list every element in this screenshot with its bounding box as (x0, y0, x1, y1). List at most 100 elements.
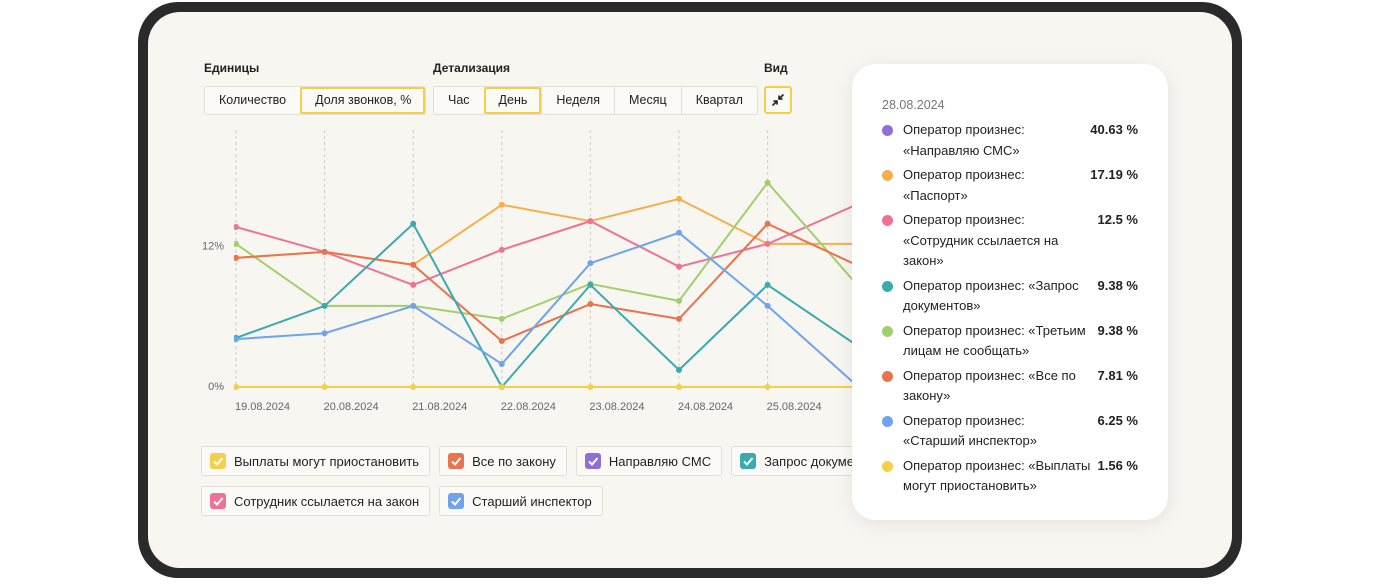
check-mark (451, 497, 462, 506)
item-text-line: Оператор произнес: «Выплаты (903, 457, 1091, 473)
data-point (676, 297, 682, 304)
option-button[interactable]: Месяц (614, 87, 681, 114)
data-point (234, 384, 239, 390)
option-button[interactable]: Количество (219, 93, 287, 107)
data-point (764, 220, 771, 227)
data-point (410, 281, 417, 288)
data-point (321, 384, 328, 390)
tooltip-item: Оператор произнес: «Выплаты могут приоста… (882, 456, 1138, 497)
check-mark (213, 497, 224, 506)
x-tick-label: 19.08.2024 (235, 401, 290, 413)
color-dot (882, 325, 893, 337)
legend-item[interactable]: Выплаты могут приостановить (201, 446, 431, 476)
data-point (587, 218, 594, 225)
checkbox-box (210, 493, 226, 509)
check-mark (588, 457, 599, 466)
data-point (498, 360, 505, 367)
item-text-line: документов» (903, 298, 981, 313)
collapse-icon (772, 94, 784, 106)
tooltip-item: Оператор произнес: «Паспорт» 17.19 % (882, 165, 1138, 206)
item-text-line: «Старший инспектор» (903, 433, 1037, 448)
data-point (410, 261, 417, 268)
data-point (498, 201, 505, 208)
data-point (587, 384, 594, 390)
data-point (764, 281, 771, 288)
legend-checkbox (210, 493, 226, 509)
option-button[interactable]: Час (448, 93, 470, 107)
plot: 19.08.2024 20.08.2024 21.08.2024 22.08.2024… (234, 130, 860, 413)
item-text: Оператор произнес: «Запрос документов» (903, 276, 1098, 317)
item-text: Оператор произнес: «Выплаты могут приоста… (903, 456, 1098, 497)
data-point (764, 302, 771, 309)
y-tick-label: 0% (208, 381, 224, 393)
item-text-line: «Сотрудник ссылается на (903, 232, 1059, 248)
tooltip-item: Оператор произнес: «Все по закону» 7.81 % (882, 366, 1138, 407)
tooltip-item: Оператор произнес: «Старший инспектор» 6.2… (882, 411, 1138, 452)
series-line (235, 222, 857, 389)
checkbox-box (210, 453, 226, 469)
checkbox-box (584, 453, 601, 469)
color-dot (882, 125, 893, 136)
color-dot (882, 415, 893, 427)
item-text-line: Оператор произнес: «Запрос (903, 277, 1079, 293)
check-mark (213, 457, 224, 466)
legend-label: Все по закону (472, 453, 556, 469)
legend-label: Направляю СМС (608, 453, 712, 469)
legend-item[interactable]: Направляю СМС (575, 446, 723, 476)
data-point (676, 366, 682, 373)
legend-checkbox (584, 453, 601, 469)
item-text: Оператор произнес: «Сотрудник ссылается н… (903, 210, 1098, 272)
x-tick-label: 22.08.2024 (501, 401, 556, 413)
data-point (764, 240, 771, 247)
item-text: Оператор произнес: «Паспорт» (903, 165, 1090, 206)
series-line (235, 197, 857, 266)
item-text-line: Оператор произнес: «Третьим (903, 322, 1086, 338)
item-text: Оператор произнес: «Все по закону» (903, 366, 1098, 407)
item-text-line: Оператор произнес: (903, 167, 1025, 182)
check-mark (451, 457, 462, 466)
legend-item[interactable]: Старший инспектор (439, 486, 603, 516)
x-tick-label: 20.08.2024 (324, 401, 379, 413)
tooltip-items: Оператор произнес: «Направляю СМС» 40.63 %… (882, 120, 1138, 497)
view-button[interactable] (764, 86, 792, 114)
option-button[interactable]: Доля звонков, % (300, 87, 426, 114)
legend: Выплаты могут приостановить Все по закону… (201, 446, 921, 516)
item-value: 9.38 % (1097, 277, 1138, 293)
data-point (234, 336, 239, 343)
data-point (498, 315, 505, 322)
x-tick-label: 24.08.2024 (678, 401, 733, 413)
item-text: Оператор произнес: «Третьим лицам не сооб… (903, 321, 1098, 362)
data-point (498, 246, 505, 253)
legend-label: Выплаты могут приостановить (234, 453, 420, 469)
data-point (676, 229, 682, 236)
data-point (321, 330, 328, 337)
x-tick-label: 23.08.2024 (589, 401, 644, 413)
legend-checkbox (448, 493, 465, 509)
item-value: 40.63 % (1090, 122, 1138, 137)
tooltip-item: Оператор произнес: «Третьим лицам не сооб… (882, 321, 1138, 362)
tooltip-item: Оператор произнес: «Сотрудник ссылается н… (882, 210, 1138, 272)
option-button[interactable]: Неделя (541, 87, 614, 114)
checkbox-box (448, 453, 465, 469)
legend-item[interactable]: Сотрудник ссылается на закон (201, 486, 431, 516)
data-point (410, 220, 417, 227)
option-button[interactable]: Квартал (680, 87, 757, 114)
check-mark (743, 457, 754, 466)
tooltip-date: 28.08.2024 (882, 98, 945, 112)
item-value: 7.81 % (1097, 367, 1138, 383)
color-dot (882, 170, 893, 181)
item-value: 9.38 % (1097, 322, 1138, 338)
data-point (498, 337, 505, 344)
item-text-line: Оператор произнес: (903, 122, 1025, 137)
legend-label: Старший инспектор (472, 493, 592, 509)
data-point (234, 254, 239, 261)
series-line (235, 180, 857, 320)
series-line (235, 222, 857, 343)
data-point (764, 179, 771, 186)
legend-item[interactable]: Все по закону (439, 446, 567, 476)
legend-checkbox (210, 453, 226, 469)
legend-checkbox (448, 453, 465, 469)
button-group: Количество Доля звонков, % (204, 86, 427, 115)
option-button[interactable]: День (483, 87, 542, 114)
item-text-line: Оператор произнес: «Все по (903, 367, 1076, 383)
